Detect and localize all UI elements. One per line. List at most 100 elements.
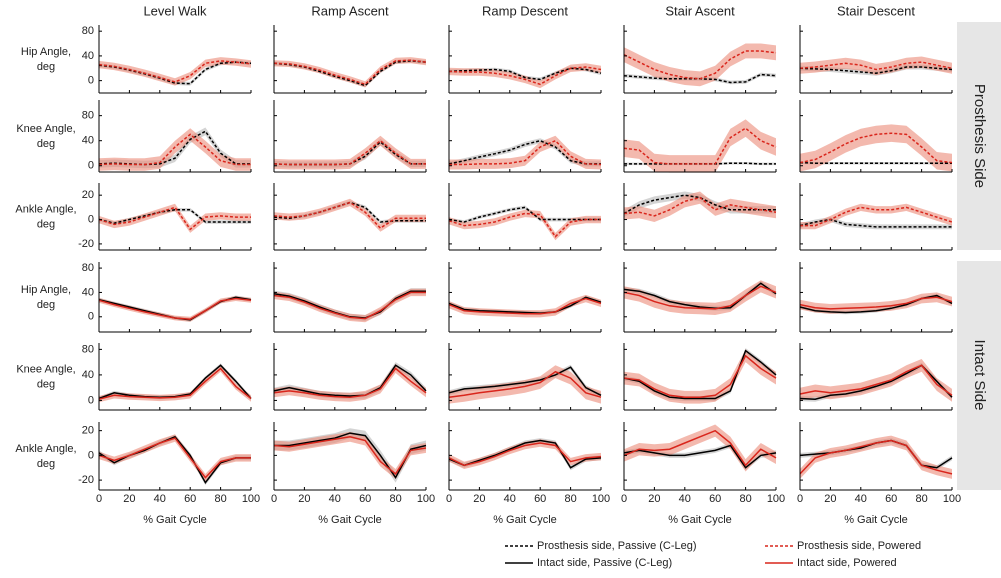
band (624, 280, 776, 315)
panel: Intact side, Passive (C-Leg)Intact side,… (446, 422, 610, 526)
line: Intact side, Powered (799, 364, 953, 396)
panel: Intact side, Passive (C-Leg)Intact side,… (16, 343, 252, 411)
y-tick-label: 40 (82, 50, 94, 62)
line: Prosthesis side, Powered (799, 132, 953, 164)
line: Intact side, Powered (448, 297, 602, 315)
x-tick-label: 60 (184, 493, 196, 505)
line: Prosthesis side, Powered (623, 50, 777, 80)
line: Intact side, Powered (448, 370, 602, 398)
x-tick-label: 80 (739, 493, 751, 505)
x-tick-label: 20 (473, 493, 485, 505)
line: Intact side, Passive (C-Leg) (273, 364, 427, 397)
panel: Prosthesis side, Passive (C-Leg)Prosthes… (448, 100, 602, 173)
line: Prosthesis side, Powered (623, 196, 777, 217)
y-axis-label: deg (37, 61, 55, 73)
x-tick-label: 60 (709, 493, 721, 505)
panel: Prosthesis side, Passive (C-Leg)Prosthes… (799, 100, 953, 173)
panel: Prosthesis side, Passive (C-Leg)Prosthes… (623, 3, 777, 94)
y-tick-label: 0 (88, 213, 94, 225)
panel-title: Ramp Ascent (311, 3, 389, 18)
band (449, 209, 601, 241)
line: Intact side, Passive (C-Leg) (623, 349, 777, 400)
x-tick-label: 40 (154, 493, 166, 505)
panel: Intact side, Passive (C-Leg)Intact side,… (273, 343, 427, 411)
side-panel (957, 261, 1001, 490)
line: Prosthesis side, Passive (C-Leg) (799, 66, 953, 74)
panel: Prosthesis side, Passive (C-Leg)Prosthes… (623, 183, 777, 251)
x-tick-label: 0 (96, 493, 102, 505)
y-axis-label: deg (37, 218, 55, 230)
line: Intact side, Powered (273, 291, 426, 320)
band (800, 359, 952, 402)
y-tick-label: 20 (82, 425, 94, 437)
panel: Intact side, Passive (C-Leg)Intact side,… (799, 343, 953, 411)
y-tick-label: 0 (88, 394, 94, 406)
x-tick-label: 0 (797, 493, 803, 505)
y-tick-label: 80 (82, 262, 94, 274)
line: Intact side, Powered (799, 439, 953, 475)
line: Prosthesis side, Passive (C-Leg) (98, 209, 251, 224)
y-tick-label: -20 (78, 474, 94, 486)
y-tick-label: 80 (82, 343, 94, 355)
y-axis-label: Hip Angle, (21, 46, 71, 58)
band (274, 135, 426, 170)
x-tick-label: 80 (214, 493, 226, 505)
panel: Intact side, Passive (C-Leg)Intact side,… (448, 262, 602, 333)
x-tick-label: 100 (767, 493, 785, 505)
band (800, 124, 952, 172)
line: Prosthesis side, Powered (799, 61, 953, 71)
band (449, 63, 601, 89)
x-axis-label: % Gait Cycle (668, 514, 732, 526)
y-axis-label: Hip Angle, (21, 284, 71, 296)
line: Intact side, Passive (C-Leg) (448, 366, 602, 396)
x-axis-label: % Gait Cycle (143, 514, 207, 526)
x-axis-label: % Gait Cycle (844, 514, 908, 526)
band (624, 191, 776, 222)
x-tick-label: 20 (298, 493, 310, 505)
panel-title: Level Walk (143, 3, 207, 18)
band (99, 203, 251, 233)
panel: Intact side, Passive (C-Leg)Intact side,… (15, 422, 260, 526)
line: Intact side, Powered (448, 442, 602, 467)
x-tick-label: 20 (824, 493, 836, 505)
line: Intact side, Powered (623, 429, 777, 467)
line: Intact side, Passive (C-Leg) (623, 282, 777, 310)
y-tick-label: 0 (88, 160, 94, 172)
panel: Prosthesis side, Passive (C-Leg)Prosthes… (273, 183, 427, 251)
line: Intact side, Powered (98, 367, 252, 400)
line: Prosthesis side, Powered (273, 59, 427, 86)
x-tick-label: 40 (329, 493, 341, 505)
x-axis-label: % Gait Cycle (318, 514, 382, 526)
line: Prosthesis side, Passive (C-Leg) (799, 218, 952, 228)
panel: Prosthesis side, Passive (C-Leg)Prosthes… (799, 183, 953, 251)
band (274, 57, 426, 88)
panel: Intact side, Passive (C-Leg)Intact side,… (21, 262, 252, 333)
x-tick-label: 80 (915, 493, 927, 505)
line: Prosthesis side, Powered (448, 66, 602, 86)
x-tick-label: 60 (359, 493, 371, 505)
x-tick-label: 40 (855, 493, 867, 505)
line: Intact side, Passive (C-Leg) (274, 432, 427, 480)
line: Intact side, Passive (C-Leg) (448, 439, 602, 469)
line: Intact side, Passive (C-Leg) (98, 435, 251, 484)
line: Prosthesis side, Powered (449, 139, 602, 166)
line: Prosthesis side, Passive (C-Leg) (448, 67, 602, 81)
band (800, 203, 952, 230)
y-tick-label: 40 (82, 286, 94, 298)
y-tick-label: 40 (82, 135, 94, 147)
panel: Intact side, Passive (C-Leg)Intact side,… (623, 343, 777, 411)
line: Prosthesis side, Passive (C-Leg) (799, 161, 952, 164)
line: Intact side, Powered (98, 437, 251, 479)
y-tick-label: -20 (78, 238, 94, 250)
x-tick-label: 0 (271, 493, 277, 505)
line: Prosthesis side, Powered (98, 133, 251, 166)
x-tick-label: 100 (417, 493, 435, 505)
panel-title: Stair Descent (837, 3, 915, 18)
y-axis-label: Ankle Angle, (15, 443, 76, 455)
line: Prosthesis side, Powered (273, 139, 426, 166)
x-tick-label: 60 (885, 493, 897, 505)
panel: Intact side, Passive (C-Leg)Intact side,… (448, 343, 602, 411)
band (274, 431, 426, 479)
line: Prosthesis side, Passive (C-Leg) (623, 194, 776, 215)
